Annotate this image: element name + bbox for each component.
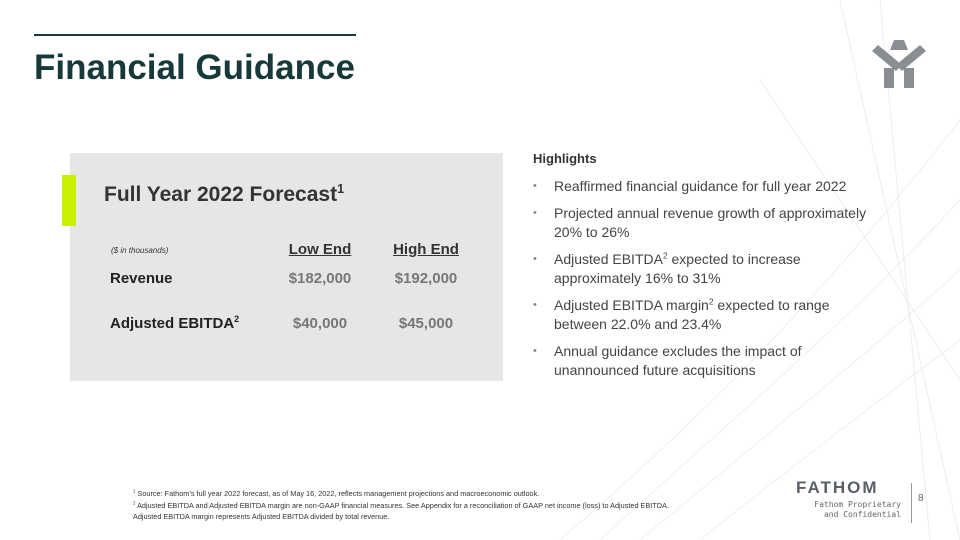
highlight-text: Adjusted EBITDA margin	[554, 297, 709, 313]
footnote-marker: 2	[133, 500, 136, 506]
highlight-text: Annual guidance excludes the impact of u…	[554, 343, 802, 378]
highlight-item: Projected annual revenue growth of appro…	[533, 204, 883, 242]
table-cell: $40,000	[292, 315, 348, 332]
footnote-text: Adjusted EBITDA margin represents Adjust…	[133, 512, 390, 521]
confidential-note: Fathom Proprietary and Confidential	[800, 500, 901, 520]
highlight-text: Reaffirmed financial guidance for full y…	[554, 178, 847, 194]
highlight-item: Annual guidance excludes the impact of u…	[533, 342, 883, 380]
highlight-item: Adjusted EBITDA margin2 expected to rang…	[533, 296, 883, 334]
highlights-heading: Highlights	[533, 151, 597, 166]
footnote: 2 Adjusted EBITDA and Adjusted EBITDA ma…	[133, 500, 669, 512]
footnote: 1 Source: Fathom’s full year 2022 foreca…	[133, 488, 669, 500]
highlight-item: Reaffirmed financial guidance for full y…	[533, 177, 883, 196]
confidential-line: Fathom Proprietary	[814, 500, 901, 509]
table-cell: $45,000	[398, 315, 454, 332]
footer-divider	[911, 483, 912, 523]
highlight-item: Adjusted EBITDA2 expected to increase ap…	[533, 250, 883, 288]
confidential-line: and Confidential	[823, 510, 901, 519]
slide-title: Financial Guidance	[34, 48, 355, 87]
highlight-text: Adjusted EBITDA	[554, 251, 663, 267]
row-label-text: Revenue	[110, 270, 173, 287]
footnote-ref: 2	[234, 314, 240, 324]
footnote-text: Source: Fathom’s full year 2022 forecast…	[137, 489, 540, 498]
footnotes: 1 Source: Fathom’s full year 2022 foreca…	[133, 488, 669, 523]
highlight-text: expected to increase approximately 16% t…	[554, 251, 801, 286]
row-label: Adjusted EBITDA2	[110, 314, 240, 333]
forecast-title: Full Year 2022 Forecast1	[104, 183, 344, 207]
forecast-panel	[70, 153, 503, 381]
column-header: Low End	[288, 241, 352, 258]
accent-bar	[62, 175, 76, 226]
page-number: 8	[918, 493, 924, 504]
forecast-title-text: Full Year 2022 Forecast	[104, 183, 338, 206]
title-rule	[34, 34, 356, 36]
footnote-ref: 2	[708, 296, 714, 307]
highlights-list: Reaffirmed financial guidance for full y…	[533, 177, 883, 388]
logo-text: FATHOM	[796, 478, 879, 497]
table-cell: $182,000	[288, 270, 352, 287]
footnote-text: Adjusted EBITDA and Adjusted EBITDA marg…	[137, 500, 669, 510]
footnote-marker: 1	[133, 488, 136, 494]
logo-icon	[872, 40, 926, 88]
table-cell: $192,000	[394, 270, 458, 287]
row-label-text: Adjusted EBITDA	[110, 315, 235, 332]
highlight-text: Projected annual revenue growth of appro…	[554, 205, 867, 240]
footnote-ref: 1	[337, 182, 345, 196]
row-label: Revenue	[110, 270, 173, 287]
footnote: Adjusted EBITDA margin represents Adjust…	[133, 511, 669, 523]
column-header: High End	[393, 241, 459, 258]
footnote-ref: 2	[662, 250, 668, 261]
highlight-text: expected to range between 22.0% and 23.4…	[554, 297, 830, 332]
units-note: ($ in thousands)	[111, 246, 169, 255]
